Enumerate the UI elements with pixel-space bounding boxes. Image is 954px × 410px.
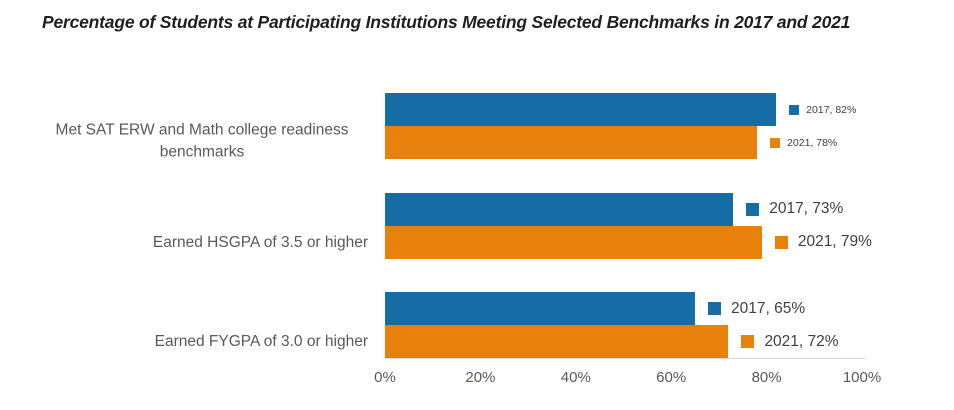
x-axis-line [385, 358, 865, 359]
bar-2017-group-2 [385, 292, 696, 325]
series-swatch-2021-icon [770, 137, 781, 148]
x-tick-label-4: 80% [751, 369, 782, 386]
data-label-2017-group-2: 2017, 65% [708, 300, 805, 318]
data-label-text: 2021, 72% [764, 332, 839, 350]
data-label-2017-group-0: 2017, 82% [789, 104, 856, 116]
bar-2021-group-2 [385, 325, 729, 358]
x-tick-label-0: 0% [374, 369, 396, 386]
series-swatch-2017-icon [789, 104, 800, 115]
data-label-text: 2017, 82% [806, 103, 857, 116]
bar-2017-group-0 [385, 93, 777, 126]
bar-2021-group-1 [385, 225, 762, 259]
data-label-text: 2017, 73% [769, 200, 844, 217]
category-label-1: Earned HSGPA of 3.5 or higher [152, 233, 368, 251]
chart-title: Percentage of Students at Participating … [42, 12, 851, 32]
bar-2021-group-0 [385, 126, 758, 159]
x-tick-label-1: 20% [465, 369, 496, 386]
x-tick-label-5: 100% [842, 369, 882, 386]
data-label-2021-group-1: 2021, 79% [774, 233, 872, 251]
series-swatch-2021-icon [774, 235, 788, 249]
x-tick-label-3: 60% [656, 369, 687, 386]
series-swatch-2017-icon [746, 202, 760, 216]
data-label-text: 2017, 65% [731, 299, 806, 317]
data-label-2017-group-1: 2017, 73% [746, 200, 843, 218]
data-label-text: 2021, 79% [797, 233, 872, 250]
data-label-text: 2021, 78% [787, 136, 838, 149]
bar-2017-group-1 [385, 192, 734, 226]
category-label-2: Earned FYGPA of 3.0 or higher [154, 332, 368, 350]
series-swatch-2017-icon [708, 302, 722, 315]
category-label-0: Met SAT ERW and Math college readiness b… [55, 121, 349, 161]
data-label-2021-group-0: 2021, 78% [770, 137, 837, 149]
x-tick-label-2: 40% [560, 369, 591, 386]
data-label-2021-group-2: 2021, 72% [741, 332, 839, 351]
series-swatch-2021-icon [741, 335, 755, 348]
